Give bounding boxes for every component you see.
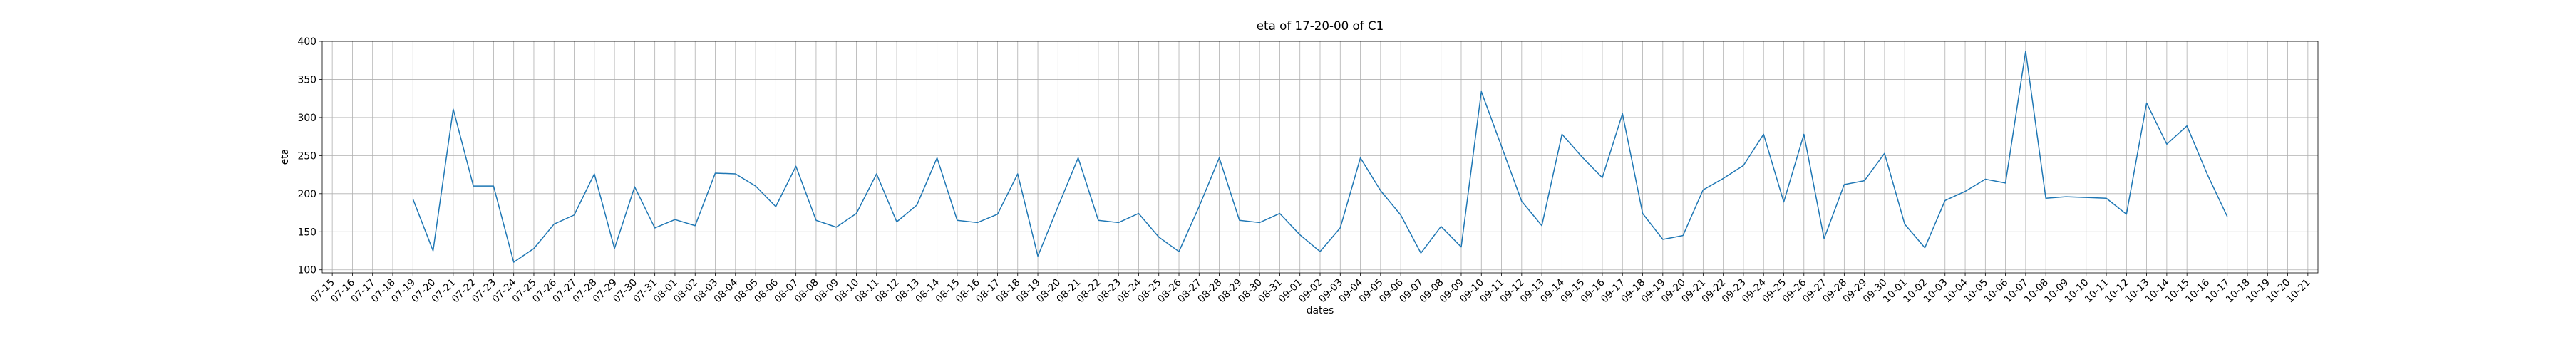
x-axis-label: dates [1307,305,1334,316]
y-tick-label: 350 [297,74,316,86]
y-tick-label: 250 [297,150,316,162]
y-tick-label: 100 [297,265,316,276]
y-tick-label: 300 [297,113,316,124]
y-axis-label: eta [279,149,291,165]
chart-title: eta of 17-20-00 of C1 [1257,19,1384,33]
y-tick-label: 150 [297,227,316,238]
data-line [412,51,2228,263]
y-tick-label: 400 [297,36,316,48]
y-tick-label: 200 [297,189,316,200]
plot-frame [321,41,2319,274]
